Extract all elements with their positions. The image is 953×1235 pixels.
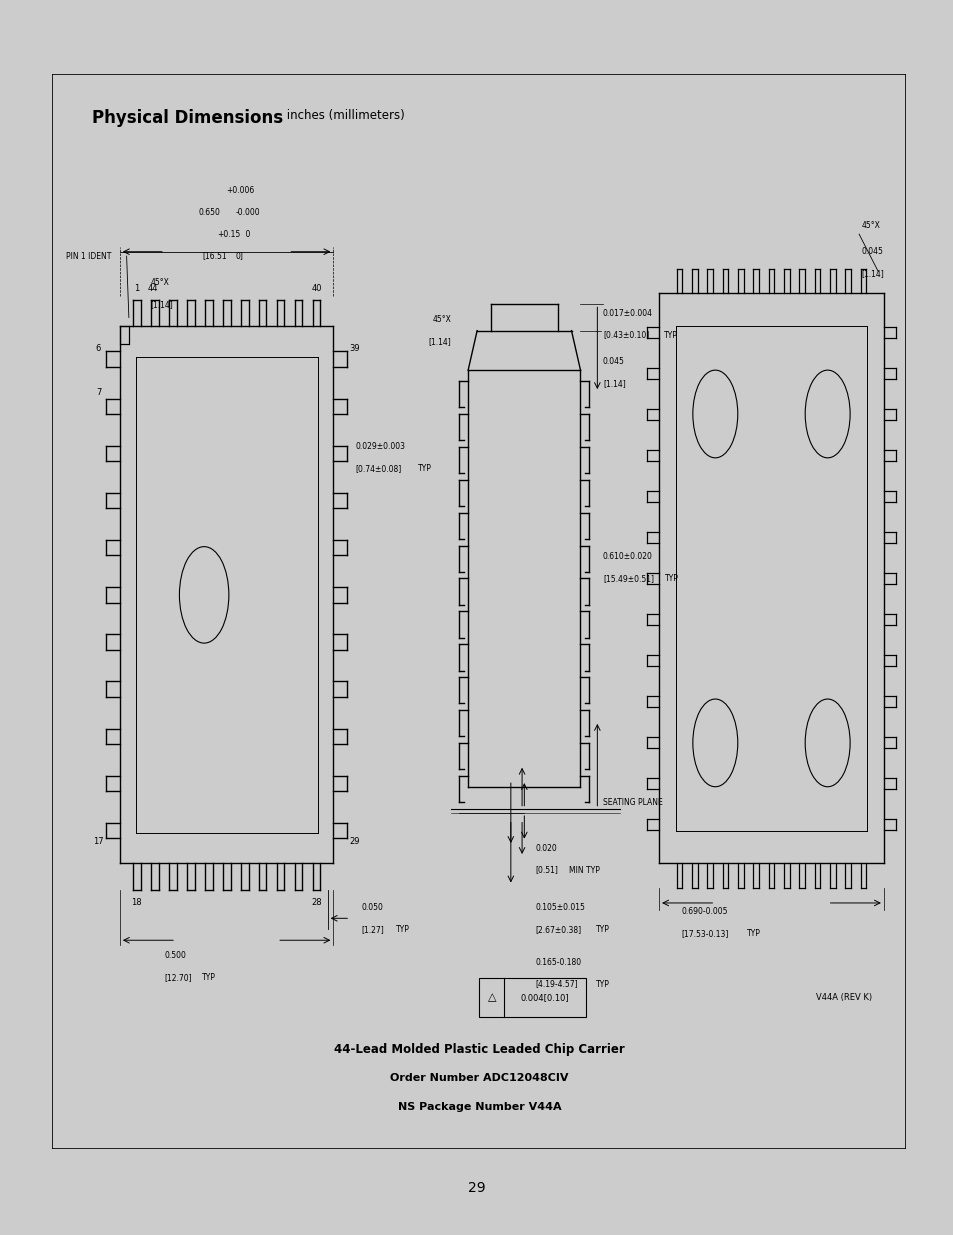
Text: NS Package Number V44A: NS Package Number V44A — [397, 1102, 560, 1112]
Text: △: △ — [487, 992, 496, 1003]
Text: 0.050: 0.050 — [361, 903, 383, 911]
Text: 0.650: 0.650 — [198, 207, 220, 217]
Text: [4.19-4.57]: [4.19-4.57] — [535, 979, 578, 988]
Text: Order Number ADC12048CIV: Order Number ADC12048CIV — [390, 1073, 568, 1083]
Text: 17: 17 — [93, 837, 104, 846]
Text: [1.14]: [1.14] — [602, 379, 625, 388]
Text: 0.020: 0.020 — [535, 844, 557, 852]
Text: [0.51]: [0.51] — [535, 866, 558, 874]
Text: 0.690-0.005: 0.690-0.005 — [680, 908, 727, 916]
Text: 0.029±0.003: 0.029±0.003 — [355, 442, 405, 451]
Text: TYP: TYP — [202, 973, 215, 982]
Text: TYP: TYP — [395, 925, 410, 934]
Text: [15.49±0.51]: [15.49±0.51] — [602, 574, 653, 583]
Text: TYP: TYP — [663, 331, 677, 340]
Bar — [120, 326, 129, 343]
Text: SEATING PLANE: SEATING PLANE — [602, 798, 662, 806]
Text: [0.43±0.10]: [0.43±0.10] — [602, 331, 649, 340]
Text: inches (millimeters): inches (millimeters) — [282, 109, 404, 122]
Text: 18: 18 — [132, 898, 142, 908]
Text: 44-Lead Molded Plastic Leaded Chip Carrier: 44-Lead Molded Plastic Leaded Chip Carri… — [334, 1044, 624, 1056]
Text: [16.51: [16.51 — [202, 252, 226, 261]
Text: 45°X: 45°X — [432, 315, 451, 325]
Text: [0.74±0.08]: [0.74±0.08] — [355, 464, 401, 473]
Text: 0.004[0.10]: 0.004[0.10] — [519, 993, 568, 1002]
Text: [1.14]: [1.14] — [428, 337, 451, 346]
Text: PIN 1 IDENT: PIN 1 IDENT — [66, 252, 111, 261]
Text: [12.70]: [12.70] — [165, 973, 193, 982]
Text: 0.500: 0.500 — [165, 951, 187, 960]
Text: 29: 29 — [468, 1181, 485, 1195]
Text: TYP: TYP — [596, 925, 610, 934]
Text: TYP: TYP — [417, 464, 431, 473]
Text: +0.006: +0.006 — [227, 185, 254, 195]
Text: 0.610±0.020: 0.610±0.020 — [602, 552, 652, 561]
Text: 45°X: 45°X — [150, 278, 169, 287]
Text: TYP: TYP — [596, 979, 610, 988]
Text: 0.165-0.180: 0.165-0.180 — [535, 957, 581, 967]
Text: TYP: TYP — [746, 929, 760, 939]
Text: [2.67±0.38]: [2.67±0.38] — [535, 925, 581, 934]
Text: 0]: 0] — [235, 252, 243, 261]
Text: 28: 28 — [311, 898, 321, 908]
Text: 1: 1 — [134, 284, 139, 294]
Text: 0.045: 0.045 — [861, 247, 882, 256]
Text: 0.045: 0.045 — [602, 357, 624, 366]
Text: 44: 44 — [147, 284, 157, 294]
Text: 0.105±0.015: 0.105±0.015 — [535, 903, 585, 911]
Text: TYP: TYP — [664, 574, 678, 583]
Text: 39: 39 — [349, 343, 359, 353]
Text: 29: 29 — [349, 837, 359, 846]
Text: 0.017±0.004: 0.017±0.004 — [602, 309, 652, 317]
Text: 45°X: 45°X — [861, 221, 880, 230]
Text: Physical Dimensions: Physical Dimensions — [91, 109, 283, 127]
Text: -0.000: -0.000 — [235, 207, 260, 217]
Text: 7: 7 — [95, 388, 101, 396]
Text: [1.27]: [1.27] — [361, 925, 384, 934]
Text: [1.14]: [1.14] — [861, 269, 883, 278]
Text: V44A (REV K): V44A (REV K) — [816, 993, 872, 1002]
Bar — [478, 978, 585, 1016]
Text: 0: 0 — [235, 230, 250, 238]
Text: +0.15: +0.15 — [217, 230, 240, 238]
Text: 6: 6 — [95, 343, 101, 353]
Text: MIN TYP: MIN TYP — [569, 866, 599, 874]
Text: 40: 40 — [311, 284, 321, 294]
Text: [1.14]: [1.14] — [150, 300, 172, 309]
Text: [17.53-0.13]: [17.53-0.13] — [680, 929, 728, 939]
